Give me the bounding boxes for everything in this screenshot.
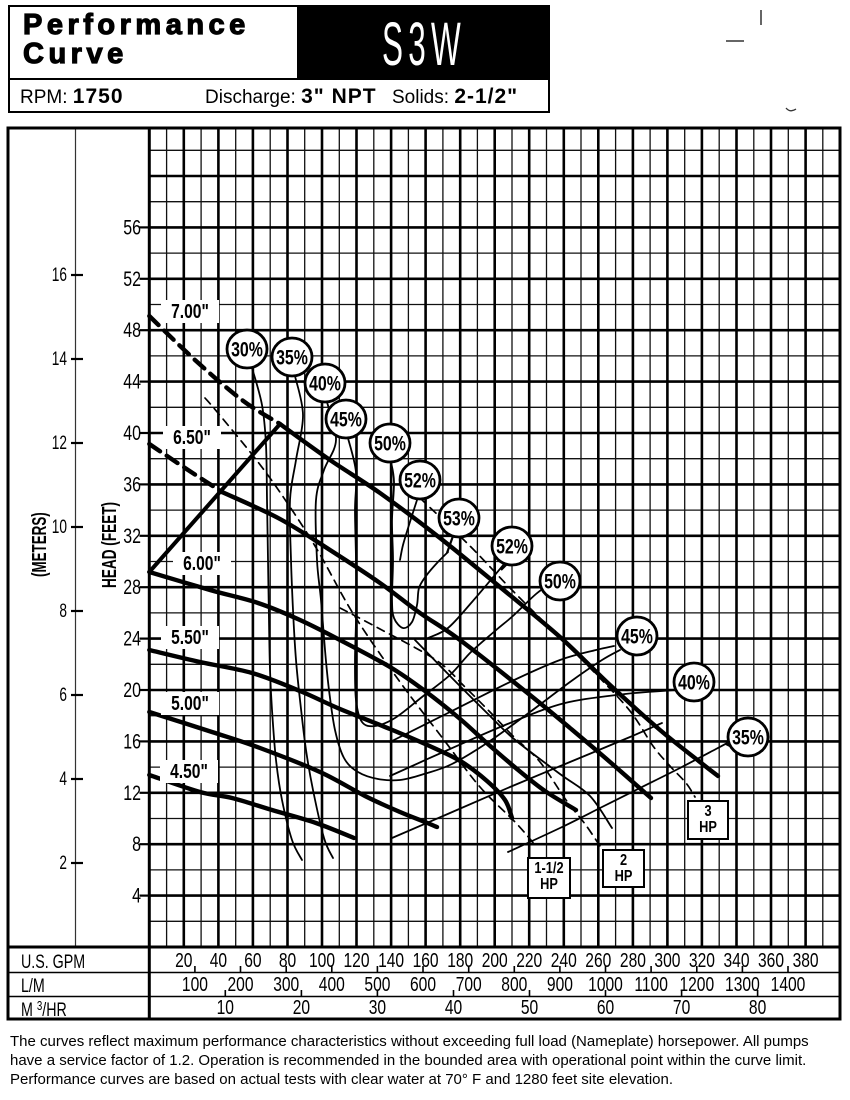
- svg-text:12: 12: [123, 781, 141, 805]
- svg-text:1100: 1100: [634, 973, 668, 995]
- svg-text:40: 40: [210, 949, 227, 971]
- svg-text:44: 44: [123, 369, 141, 393]
- svg-text:6.50": 6.50": [173, 426, 211, 448]
- svg-text:80: 80: [279, 949, 296, 971]
- svg-text:1200: 1200: [679, 973, 714, 995]
- svg-text:36: 36: [123, 472, 141, 496]
- svg-text:140: 140: [378, 949, 404, 971]
- svg-text:200: 200: [482, 949, 508, 971]
- svg-text:220: 220: [516, 949, 542, 971]
- svg-text:HP: HP: [615, 868, 633, 886]
- svg-text:4.50": 4.50": [170, 760, 208, 782]
- svg-text:400: 400: [319, 973, 345, 995]
- svg-text:8: 8: [132, 832, 141, 856]
- svg-text:14: 14: [52, 348, 67, 370]
- svg-text:600: 600: [410, 973, 436, 995]
- svg-text:20: 20: [175, 949, 192, 971]
- svg-text:M 3/HR: M 3/HR: [21, 999, 67, 1020]
- svg-text:S3W: S3W: [382, 11, 466, 78]
- svg-text:120: 120: [343, 949, 369, 971]
- svg-text:6: 6: [59, 684, 67, 706]
- svg-text:35%: 35%: [276, 346, 308, 370]
- svg-text:3: 3: [704, 803, 711, 821]
- svg-text:HP: HP: [699, 819, 717, 837]
- svg-text:20: 20: [293, 996, 310, 1018]
- svg-text:340: 340: [723, 949, 749, 971]
- svg-text:56: 56: [123, 215, 141, 239]
- svg-text:HP: HP: [540, 876, 558, 894]
- svg-text:53%: 53%: [443, 507, 475, 531]
- svg-text:1000: 1000: [588, 973, 623, 995]
- svg-text:800: 800: [501, 973, 527, 995]
- svg-text:30: 30: [369, 996, 386, 1018]
- svg-text:100: 100: [309, 949, 335, 971]
- svg-text:8: 8: [59, 600, 67, 622]
- svg-text:180: 180: [447, 949, 473, 971]
- svg-text:240: 240: [551, 949, 577, 971]
- svg-text:10: 10: [217, 996, 234, 1018]
- svg-text:(METERS): (METERS): [28, 512, 50, 577]
- svg-text:5.00": 5.00": [171, 692, 209, 714]
- svg-text:48: 48: [123, 318, 141, 342]
- svg-text:30%: 30%: [231, 338, 263, 362]
- svg-text:260: 260: [585, 949, 611, 971]
- svg-text:45%: 45%: [330, 408, 362, 432]
- svg-text:1-1/2: 1-1/2: [534, 860, 563, 878]
- svg-text:52: 52: [123, 267, 141, 291]
- svg-text:20: 20: [123, 678, 141, 702]
- svg-text:300: 300: [654, 949, 680, 971]
- svg-text:1400: 1400: [771, 973, 806, 995]
- svg-text:7.00": 7.00": [171, 300, 209, 322]
- svg-text:5.50": 5.50": [171, 626, 209, 648]
- svg-text:900: 900: [547, 973, 573, 995]
- svg-text:500: 500: [364, 973, 390, 995]
- svg-text:16: 16: [123, 729, 141, 753]
- svg-text:320: 320: [689, 949, 715, 971]
- svg-text:50: 50: [521, 996, 538, 1018]
- svg-text:60: 60: [597, 996, 614, 1018]
- svg-text:380: 380: [793, 949, 819, 971]
- svg-text:1300: 1300: [725, 973, 760, 995]
- svg-text:45%: 45%: [621, 625, 653, 649]
- svg-text:4: 4: [59, 768, 67, 790]
- svg-text:12: 12: [52, 432, 67, 454]
- svg-text:280: 280: [620, 949, 646, 971]
- svg-text:200: 200: [227, 973, 253, 995]
- svg-text:HEAD (FEET): HEAD (FEET): [98, 502, 120, 588]
- svg-text:50%: 50%: [374, 432, 406, 456]
- svg-text:50%: 50%: [544, 570, 576, 594]
- svg-text:300: 300: [273, 973, 299, 995]
- svg-text:52%: 52%: [496, 535, 528, 559]
- svg-text:2: 2: [59, 852, 67, 874]
- svg-text:80: 80: [749, 996, 766, 1018]
- svg-text:10: 10: [52, 516, 67, 538]
- svg-text:700: 700: [456, 973, 482, 995]
- svg-text:70: 70: [673, 996, 690, 1018]
- svg-text:40%: 40%: [309, 372, 341, 396]
- svg-text:35%: 35%: [732, 726, 764, 750]
- svg-text:28: 28: [123, 575, 141, 599]
- svg-text:40%: 40%: [678, 671, 710, 695]
- svg-text:24: 24: [123, 626, 141, 650]
- svg-text:32: 32: [123, 524, 141, 548]
- svg-text:52%: 52%: [404, 469, 436, 493]
- svg-text:360: 360: [758, 949, 784, 971]
- svg-text:100: 100: [182, 973, 208, 995]
- svg-text:160: 160: [413, 949, 439, 971]
- svg-text:40: 40: [445, 996, 462, 1018]
- svg-text:16: 16: [52, 264, 67, 286]
- svg-text:4: 4: [132, 883, 141, 907]
- svg-text:60: 60: [244, 949, 261, 971]
- svg-text:6.00": 6.00": [183, 552, 221, 574]
- svg-text:U.S. GPM: U.S. GPM: [21, 951, 85, 972]
- svg-text:2: 2: [620, 852, 627, 870]
- svg-text:L/M: L/M: [21, 975, 45, 996]
- svg-text:40: 40: [123, 421, 141, 445]
